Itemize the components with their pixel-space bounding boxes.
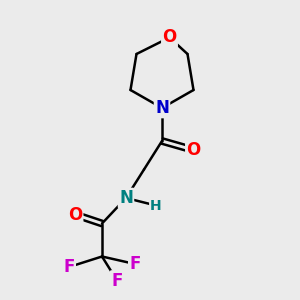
Text: N: N — [119, 189, 133, 207]
Text: O: O — [186, 141, 201, 159]
Text: F: F — [63, 258, 75, 276]
Text: N: N — [155, 99, 169, 117]
Text: H: H — [150, 199, 162, 212]
Text: F: F — [111, 272, 123, 290]
Text: O: O — [162, 28, 177, 46]
Text: F: F — [129, 255, 141, 273]
Text: O: O — [68, 206, 82, 224]
